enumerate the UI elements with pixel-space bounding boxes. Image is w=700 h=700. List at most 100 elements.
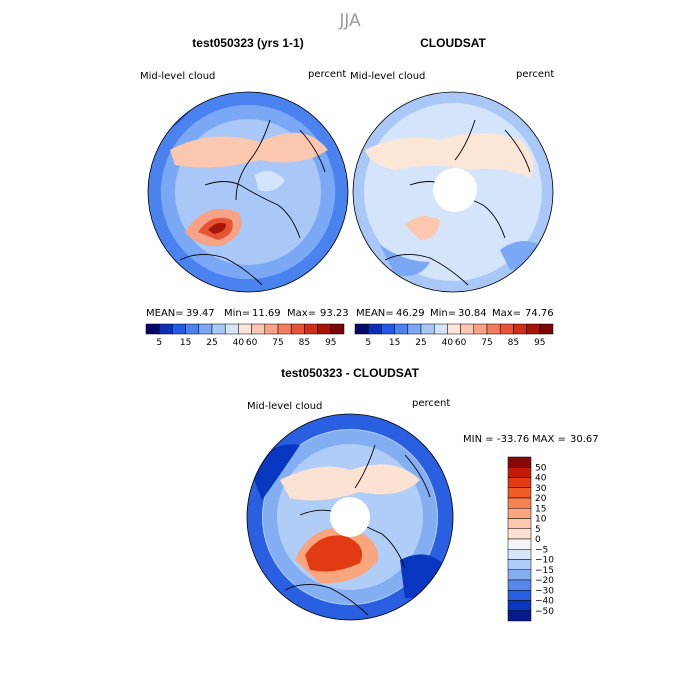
panel-model-core-cell (208, 222, 226, 234)
colorbar-swatch (460, 323, 475, 335)
colorbar-tick-label: −5 (535, 545, 548, 555)
panel-model-mean-value: 39.47 (186, 308, 215, 319)
colorbar-swatch (172, 323, 186, 335)
panel-diff-missing-pole (330, 497, 370, 537)
panel-obs-warm-cell (405, 216, 440, 240)
colorbar-swatch (539, 323, 554, 335)
colorbar-tick-label: −15 (535, 566, 554, 576)
panel-diff-units-label: percent (412, 398, 450, 409)
colorbar-swatch (304, 323, 318, 335)
colorbar-tick-label: 95 (325, 338, 336, 348)
panel-model-map (147, 91, 349, 293)
colorbar-tick-label: −10 (535, 556, 554, 566)
colorbar-swatch (507, 497, 532, 509)
colorbar-swatch (507, 610, 532, 622)
panel-model-pale-patch (255, 171, 285, 192)
panel-obs-mean-value: 46.29 (396, 308, 425, 319)
panel-obs-units-label: percent (516, 69, 554, 80)
panel-diff-map-border (246, 413, 454, 621)
panel-obs-title: CLOUDSAT (420, 36, 486, 50)
panel-obs-blue-patch (380, 245, 430, 277)
panel-diff-min-label: MIN = (463, 434, 494, 445)
colorbar-tick-label: 5 (156, 338, 162, 348)
panel-obs-min-value: 30.84 (458, 308, 487, 319)
colorbar-swatch (507, 549, 532, 560)
colorbar-swatch (507, 518, 532, 529)
panel-obs-missing-pole (433, 168, 477, 212)
colorbar-swatch (264, 323, 279, 335)
panel-model-min-label: Min= (224, 308, 250, 319)
panel-diff-mid-ring (263, 430, 437, 604)
panel-obs: CLOUDSAT Mid-level cloud percent MEAN= 4… (350, 36, 554, 348)
colorbar-tick-label: −20 (535, 576, 554, 586)
colorbar-swatch (507, 528, 532, 540)
colorbar-tick-label: 60 (455, 338, 467, 348)
colorbar-swatch (526, 323, 541, 335)
colorbar-swatch (507, 508, 532, 519)
colorbar-swatch (381, 323, 395, 335)
figure-title: JJA (338, 11, 361, 31)
colorbar-swatch (433, 323, 448, 335)
panel-obs-warm-band (365, 133, 534, 178)
panel-model-max-value: 93.23 (320, 308, 349, 319)
panel-model: test050323 (yrs 1-1) Mid-level cloud per… (140, 36, 349, 348)
panel-diff-stats: MIN = -33.76 MAX = 30.67 (463, 434, 599, 445)
panel-model-colorbar: 5 15 25 40 60 75 85 95 (145, 323, 345, 348)
panel-model-units-label: percent (308, 69, 346, 80)
panel-obs-stats: MEAN= 46.29 Min= 30.84 Max= 74.76 (356, 308, 554, 319)
panel-model-title: test050323 (yrs 1-1) (192, 36, 303, 50)
colorbar-swatch (507, 590, 532, 601)
panel-model-coastline (179, 119, 326, 286)
colorbar-swatch (251, 323, 266, 335)
colorbar-swatch (507, 559, 532, 570)
colorbar-swatch (158, 323, 173, 335)
colorbar-swatch (473, 323, 488, 335)
colorbar-swatch (224, 323, 239, 335)
colorbar-tick-label: 40 (442, 338, 454, 348)
colorbar-swatch (330, 323, 345, 335)
colorbar-swatch (447, 323, 461, 335)
colorbar-swatch (185, 323, 200, 335)
colorbar-swatch (238, 323, 252, 335)
colorbar-tick-label: 15 (180, 338, 191, 348)
panel-obs-map (352, 91, 554, 293)
panel-model-mid-ring (161, 105, 335, 279)
panel-diff-variable-label: Mid-level cloud (247, 401, 322, 412)
colorbar-swatch (211, 323, 226, 335)
panel-model-stats: MEAN= 39.47 Min= 11.69 Max= 93.23 (146, 308, 349, 319)
panel-diff-coastline (284, 444, 431, 616)
colorbar-swatch (507, 600, 532, 611)
panel-obs-colorbar: 5 15 25 40 60 75 85 95 (354, 323, 554, 348)
colorbar-tick-label: 75 (481, 338, 492, 348)
colorbar-tick-label: 20 (535, 494, 547, 504)
panel-obs-variable-label: Mid-level cloud (350, 71, 425, 82)
colorbar-swatch (507, 456, 532, 468)
panel-obs-map-border (352, 91, 554, 293)
colorbar-swatch (407, 323, 422, 335)
colorbar-tick-label: 95 (534, 338, 545, 348)
colorbar-swatch (367, 323, 382, 335)
colorbar-swatch (317, 323, 332, 335)
colorbar-tick-label: 30 (535, 484, 547, 494)
panel-diff-hot-cell (305, 535, 363, 572)
panel-diff-cold-patch-2 (400, 554, 448, 599)
colorbar-tick-label: −40 (535, 597, 554, 607)
colorbar-tick-label: 85 (508, 338, 519, 348)
colorbar-swatch (507, 467, 532, 478)
panel-diff-map (246, 413, 454, 621)
colorbar-tick-label: 60 (246, 338, 258, 348)
colorbar-swatch (420, 323, 435, 335)
colorbar-swatch (290, 323, 305, 335)
colorbar-tick-label: 15 (535, 504, 546, 514)
colorbar-swatch (513, 323, 527, 335)
colorbar-swatch (507, 579, 532, 591)
panel-obs-max-value: 74.76 (525, 308, 554, 319)
colorbar-swatch (507, 477, 532, 488)
colorbar-tick-label: 40 (233, 338, 245, 348)
colorbar-swatch (198, 323, 213, 335)
colorbar-tick-label: 75 (272, 338, 283, 348)
colorbar-swatch (486, 323, 501, 335)
colorbar-swatch (145, 323, 160, 335)
